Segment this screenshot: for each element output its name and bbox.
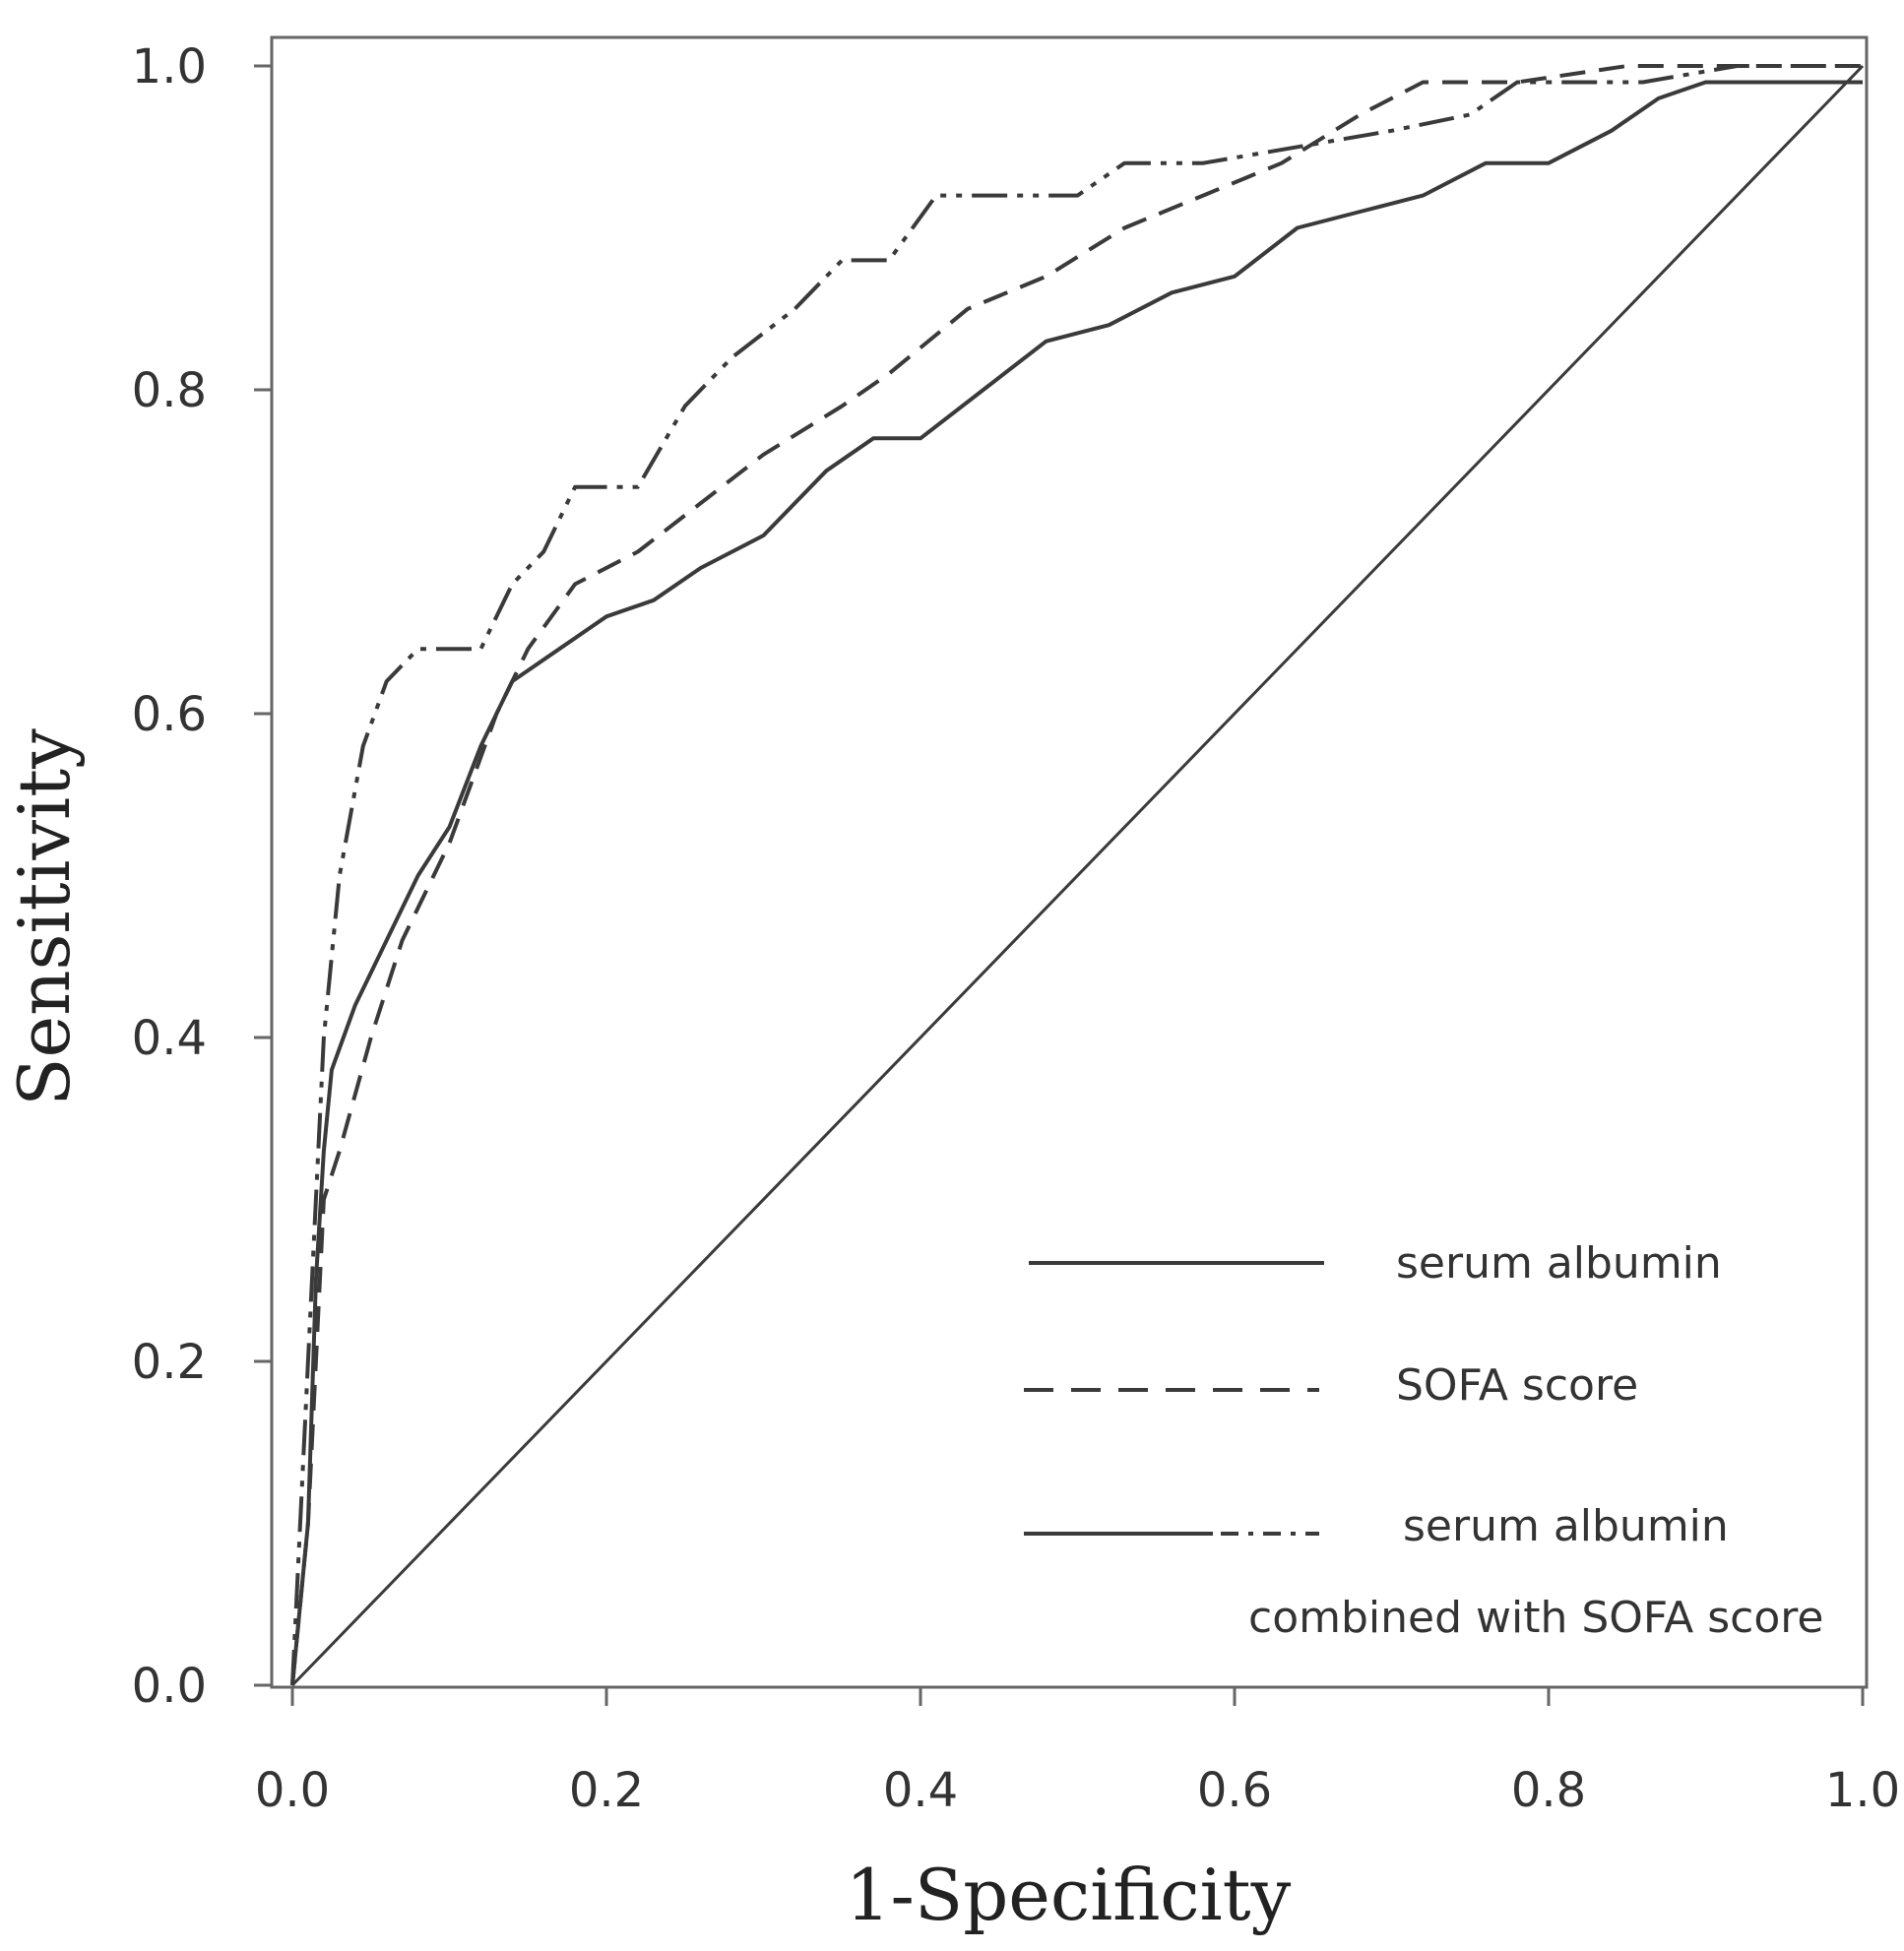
legend-label-combined-line1: serum albumin	[1403, 1501, 1729, 1551]
x-axis-title: 1-Specificity	[846, 1854, 1292, 1936]
y-axis-title: Sensitivity	[3, 728, 86, 1106]
y-tick-label: 0.4	[132, 1011, 207, 1066]
x-axis-ticks: 0.0 0.2 0.4 0.6 0.8 1.0	[255, 1687, 1900, 1818]
reference-diagonal-line	[290, 64, 1865, 1687]
y-tick-label: 0.2	[132, 1335, 207, 1390]
x-tick-label: 0.2	[569, 1763, 644, 1818]
y-tick-label: 0.6	[132, 687, 207, 742]
legend-label-sofa-score: SOFA score	[1396, 1360, 1638, 1411]
series-sofa-score-line	[290, 64, 1863, 1686]
legend-label-combined-line2: combined with SOFA score	[1248, 1593, 1823, 1643]
legend-label-serum-albumin: serum albumin	[1396, 1238, 1722, 1289]
series-combined-line	[290, 64, 1863, 1686]
x-tick-label: 0.8	[1511, 1763, 1586, 1818]
x-tick-label: 0.6	[1197, 1763, 1272, 1818]
x-tick-label: 0.0	[255, 1763, 330, 1818]
y-axis-ticks: 0.0 0.2 0.4 0.6 0.8 1.0	[132, 39, 272, 1714]
plot-frame	[270, 35, 1869, 1689]
y-tick-label: 0.8	[132, 363, 207, 418]
x-tick-label: 1.0	[1825, 1763, 1900, 1818]
series-serum-albumin-line	[290, 80, 1863, 1686]
x-tick-label: 0.4	[883, 1763, 958, 1818]
y-tick-label: 1.0	[132, 39, 207, 94]
y-tick-label: 0.0	[132, 1659, 207, 1714]
legend: serum albumin SOFA score serum albumin c…	[1024, 1238, 1823, 1643]
series-layer	[290, 64, 1865, 1687]
